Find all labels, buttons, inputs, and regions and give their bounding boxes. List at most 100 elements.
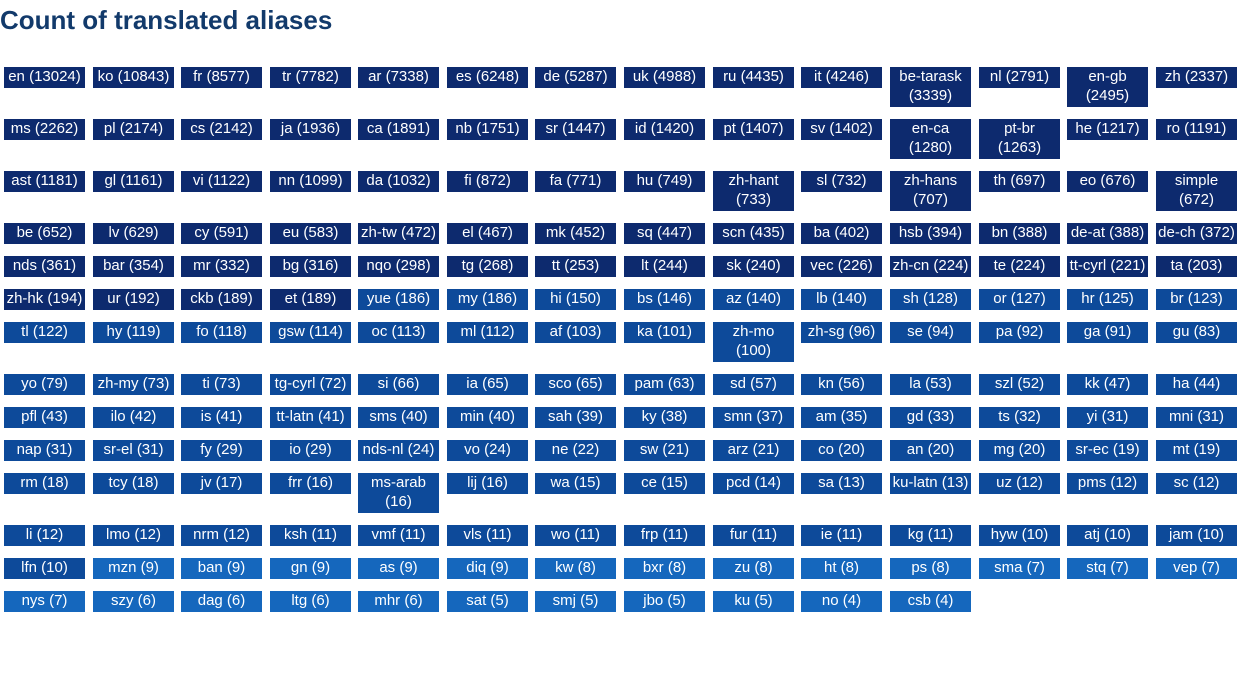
- alias-count-cell: as (9): [358, 558, 439, 579]
- alias-count-cell: be-tarask (3339): [890, 67, 971, 107]
- alias-count-cell: zu (8): [713, 558, 794, 579]
- alias-count-cell: mr (332): [181, 256, 262, 277]
- alias-count-cell: mni (31): [1156, 407, 1237, 428]
- alias-count-cell: nrm (12): [181, 525, 262, 546]
- alias-count-cell: gd (33): [890, 407, 971, 428]
- alias-count-cell: ru (4435): [713, 67, 794, 88]
- alias-count-cell: lt (244): [624, 256, 705, 277]
- alias-count-cell: vi (1122): [181, 171, 262, 192]
- alias-count-cell: wa (15): [535, 473, 616, 494]
- alias-count-cell: cy (591): [181, 223, 262, 244]
- alias-count-cell: pa (92): [979, 322, 1060, 343]
- alias-count-cell: an (20): [890, 440, 971, 461]
- alias-count-cell: tt (253): [535, 256, 616, 277]
- alias-count-cell: szy (6): [93, 591, 174, 612]
- alias-count-cell: sa (13): [801, 473, 882, 494]
- alias-count-cell: ar (7338): [358, 67, 439, 88]
- alias-count-cell: zh-hans (707): [890, 171, 971, 211]
- alias-count-cell: vep (7): [1156, 558, 1237, 579]
- alias-count-cell: gsw (114): [270, 322, 351, 343]
- alias-count-cell: ta (203): [1156, 256, 1237, 277]
- alias-count-cell: pms (12): [1067, 473, 1148, 494]
- alias-count-cell: ilo (42): [93, 407, 174, 428]
- alias-count-cell: gu (83): [1156, 322, 1237, 343]
- alias-count-cell: atj (10): [1067, 525, 1148, 546]
- alias-count-cell: oc (113): [358, 322, 439, 343]
- alias-count-cell: ps (8): [890, 558, 971, 579]
- alias-count-cell: or (127): [979, 289, 1060, 310]
- alias-count-cell: de-at (388): [1067, 223, 1148, 244]
- alias-count-cell: fo (118): [181, 322, 262, 343]
- alias-count-cell: my (186): [447, 289, 528, 310]
- alias-count-cell: tl (122): [4, 322, 85, 343]
- alias-count-cell: af (103): [535, 322, 616, 343]
- alias-count-cell: scn (435): [713, 223, 794, 244]
- alias-count-cell: en (13024): [4, 67, 85, 88]
- alias-count-cell: nds-nl (24): [358, 440, 439, 461]
- alias-count-cell: am (35): [801, 407, 882, 428]
- alias-count-cell: zh (2337): [1156, 67, 1237, 88]
- alias-count-cell: ro (1191): [1156, 119, 1237, 140]
- alias-count-cell: eo (676): [1067, 171, 1148, 192]
- alias-count-cell: sd (57): [713, 374, 794, 395]
- alias-count-cell: mt (19): [1156, 440, 1237, 461]
- alias-count-cell: de (5287): [535, 67, 616, 88]
- alias-count-cell: nds (361): [4, 256, 85, 277]
- alias-count-cell: lfn (10): [4, 558, 85, 579]
- alias-count-cell: si (66): [358, 374, 439, 395]
- alias-count-cell: sl (732): [801, 171, 882, 192]
- alias-count-cell: diq (9): [447, 558, 528, 579]
- alias-count-cell: ne (22): [535, 440, 616, 461]
- chart-title: Count of translated aliases: [0, 5, 333, 35]
- alias-count-cell: tg (268): [447, 256, 528, 277]
- alias-count-cell: kn (56): [801, 374, 882, 395]
- alias-count-cell: it (4246): [801, 67, 882, 88]
- alias-count-cell: bn (388): [979, 223, 1060, 244]
- alias-count-cell: vo (24): [447, 440, 528, 461]
- alias-count-cell: nqo (298): [358, 256, 439, 277]
- alias-count-cell: lmo (12): [93, 525, 174, 546]
- alias-count-cell: mg (20): [979, 440, 1060, 461]
- alias-count-cell: smj (5): [535, 591, 616, 612]
- alias-count-cell: ca (1891): [358, 119, 439, 140]
- alias-count-cell: zh-hk (194): [4, 289, 85, 310]
- alias-count-cell: pcd (14): [713, 473, 794, 494]
- alias-count-cell: de-ch (372): [1156, 223, 1237, 244]
- alias-count-cell: lij (16): [447, 473, 528, 494]
- alias-count-cell: zh-tw (472): [358, 223, 439, 244]
- alias-count-cell: uz (12): [979, 473, 1060, 494]
- alias-count-cell: min (40): [447, 407, 528, 428]
- alias-count-cell: gn (9): [270, 558, 351, 579]
- alias-count-cell: sr (1447): [535, 119, 616, 140]
- alias-count-cell: gl (1161): [93, 171, 174, 192]
- alias-count-cell: frp (11): [624, 525, 705, 546]
- alias-count-cell: az (140): [713, 289, 794, 310]
- alias-count-cell: frr (16): [270, 473, 351, 494]
- alias-count-cell: vmf (11): [358, 525, 439, 546]
- alias-count-cell: sq (447): [624, 223, 705, 244]
- alias-count-cell: csb (4): [890, 591, 971, 612]
- alias-count-cell: ko (10843): [93, 67, 174, 88]
- alias-count-cell: uk (4988): [624, 67, 705, 88]
- alias-count-cell: nap (31): [4, 440, 85, 461]
- alias-count-cell: ja (1936): [270, 119, 351, 140]
- alias-count-cell: id (1420): [624, 119, 705, 140]
- alias-count-cell: se (94): [890, 322, 971, 343]
- alias-count-cell: ka (101): [624, 322, 705, 343]
- alias-count-cell: hr (125): [1067, 289, 1148, 310]
- alias-count-cell: el (467): [447, 223, 528, 244]
- alias-count-cell: bs (146): [624, 289, 705, 310]
- alias-count-cell: kg (11): [890, 525, 971, 546]
- alias-count-cell: te (224): [979, 256, 1060, 277]
- alias-count-cell: be (652): [4, 223, 85, 244]
- alias-count-cell: nl (2791): [979, 67, 1060, 88]
- alias-count-cell: ky (38): [624, 407, 705, 428]
- alias-count-cell: mzn (9): [93, 558, 174, 579]
- alias-count-cell: br (123): [1156, 289, 1237, 310]
- alias-count-cell: ku (5): [713, 591, 794, 612]
- alias-count-cell: zh-sg (96): [801, 322, 882, 343]
- alias-count-cell: simple (672): [1156, 171, 1237, 211]
- alias-count-cell: szl (52): [979, 374, 1060, 395]
- alias-count-cell: bg (316): [270, 256, 351, 277]
- alias-count-cell: ckb (189): [181, 289, 262, 310]
